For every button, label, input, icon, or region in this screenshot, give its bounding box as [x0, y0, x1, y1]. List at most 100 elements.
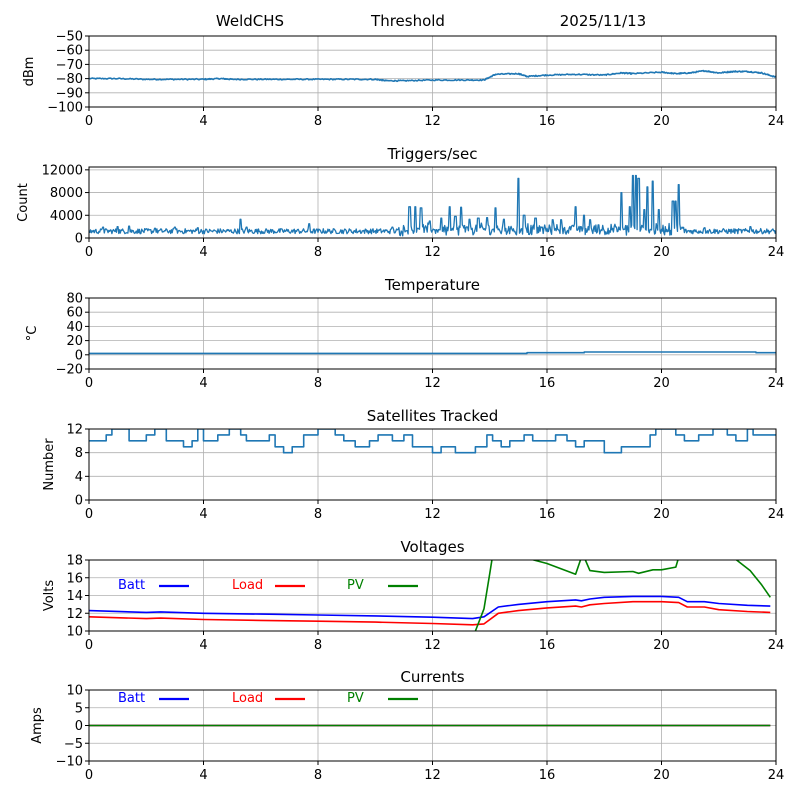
- x-tick-label: 20: [653, 768, 670, 783]
- x-tick-label: 0: [85, 768, 93, 783]
- panel-title: Satellites Tracked: [367, 407, 498, 425]
- x-tick-label: 20: [653, 114, 670, 129]
- panel-0: 0 4 8 12 16 20 24 −50−60−70−80−90−100 dBm: [22, 30, 784, 130]
- y-tick-label: −80: [56, 72, 83, 87]
- x-tick-label: 0: [85, 638, 93, 653]
- x-tick-label: 20: [653, 507, 670, 522]
- x-tick-label: 8: [314, 114, 322, 129]
- y-axis-label: Volts: [42, 580, 57, 612]
- x-tick-label: 12: [424, 245, 441, 260]
- x-tick-label: 20: [653, 245, 670, 260]
- y-tick-label: 10: [66, 625, 83, 640]
- x-tick-label: 4: [199, 114, 207, 129]
- x-tick-label: 12: [424, 376, 441, 391]
- y-tick-label: 12000: [42, 163, 83, 178]
- x-tick-label: 24: [768, 638, 785, 653]
- y-tick-label: 40: [66, 320, 83, 335]
- x-tick-label: 24: [768, 114, 785, 129]
- y-tick-label: −20: [56, 363, 83, 378]
- x-tick-label: 20: [653, 376, 670, 391]
- y-tick-label: −60: [56, 44, 83, 59]
- panel-1: 0 4 8 12 16 20 24 12000 8000 4000 0 Count Triggers/s…: [16, 145, 784, 260]
- y-tick-label: −10: [56, 755, 83, 770]
- y-tick-label: −90: [56, 86, 83, 101]
- x-tick-label: 8: [314, 638, 322, 653]
- legend-label-batt: Batt: [118, 691, 145, 706]
- y-tick-label: 10: [66, 684, 83, 699]
- y-tick-label: 0: [75, 232, 83, 247]
- y-tick-label: 16: [66, 571, 83, 586]
- legend-label-load: Load: [232, 578, 263, 593]
- x-tick-label: 16: [539, 376, 556, 391]
- x-tick-label: 12: [424, 638, 441, 653]
- x-tick-label: 0: [85, 245, 93, 260]
- header-mode: Threshold: [370, 12, 445, 30]
- series-line-Load: [89, 600, 771, 626]
- series-line-temperature: [89, 351, 776, 355]
- x-tick-label: 8: [314, 768, 322, 783]
- y-tick-label: 8: [75, 446, 83, 461]
- panel-title: Voltages: [400, 538, 464, 556]
- x-tick-label: 0: [85, 114, 93, 129]
- panel-3: 0 4 8 12 16 20 24 12 8 4 0 Number Satellites Tracked: [42, 407, 784, 522]
- panel-4: 0 4 8 12 16 20 24 18 16 14 12 10 Volts Voltages Batt Lo…: [42, 538, 784, 653]
- x-tick-label: 4: [199, 245, 207, 260]
- y-tick-label: 0: [75, 719, 83, 734]
- header-station: WeldCHS: [216, 12, 284, 30]
- legend-label-batt: Batt: [118, 578, 145, 593]
- x-tick-label: 8: [314, 245, 322, 260]
- y-tick-label: 12: [66, 423, 83, 438]
- series-line-satellites: [89, 429, 776, 454]
- y-tick-label: 5: [75, 701, 83, 716]
- x-tick-label: 8: [314, 376, 322, 391]
- x-tick-label: 24: [768, 376, 785, 391]
- y-tick-label: 4: [75, 470, 83, 485]
- y-tick-label: −5: [64, 737, 83, 752]
- x-tick-label: 16: [539, 768, 556, 783]
- legend-label-pv: PV: [347, 691, 364, 706]
- y-tick-label: 18: [66, 554, 83, 569]
- y-tick-label: 4000: [50, 209, 83, 224]
- y-tick-label: −50: [56, 30, 83, 45]
- y-axis-label: Amps: [30, 707, 45, 744]
- x-tick-label: 4: [199, 507, 207, 522]
- x-tick-label: 24: [768, 507, 785, 522]
- x-tick-label: 16: [539, 114, 556, 129]
- legend-label-pv: PV: [347, 578, 364, 593]
- x-tick-label: 8: [314, 507, 322, 522]
- x-tick-label: 24: [768, 768, 785, 783]
- y-tick-label: 12: [66, 607, 83, 622]
- x-tick-label: 12: [424, 768, 441, 783]
- legend-label-load: Load: [232, 691, 263, 706]
- x-tick-label: 16: [539, 638, 556, 653]
- x-tick-label: 4: [199, 376, 207, 391]
- y-tick-label: 80: [66, 292, 83, 307]
- series-line-triggers: [89, 174, 776, 237]
- panel-title: Temperature: [384, 276, 480, 294]
- panel-title: Currents: [400, 668, 464, 686]
- panel-5: 0 4 8 12 16 20 24 10 5 0 −5 −10 Amps Currents Batt Load…: [30, 668, 784, 783]
- y-tick-label: 0: [75, 348, 83, 363]
- x-tick-label: 20: [653, 638, 670, 653]
- x-tick-label: 4: [199, 768, 207, 783]
- x-tick-label: 12: [424, 114, 441, 129]
- series-line-threshold: [89, 69, 776, 83]
- x-tick-label: 0: [85, 376, 93, 391]
- y-axis-label: °C: [25, 326, 40, 342]
- header-date: 2025/11/13: [560, 12, 646, 30]
- y-tick-label: −70: [56, 58, 83, 73]
- y-tick-label: 8000: [50, 186, 83, 201]
- x-tick-label: 4: [199, 638, 207, 653]
- x-tick-label: 0: [85, 507, 93, 522]
- x-tick-label: 16: [539, 507, 556, 522]
- y-axis-label: Number: [42, 438, 57, 491]
- y-tick-label: 0: [75, 494, 83, 509]
- y-tick-label: −100: [47, 101, 83, 116]
- series-line-PV: [474, 560, 771, 631]
- x-tick-label: 16: [539, 245, 556, 260]
- y-tick-label: 14: [66, 589, 83, 604]
- series-line-Batt: [89, 595, 771, 620]
- y-axis-label: dBm: [22, 57, 37, 87]
